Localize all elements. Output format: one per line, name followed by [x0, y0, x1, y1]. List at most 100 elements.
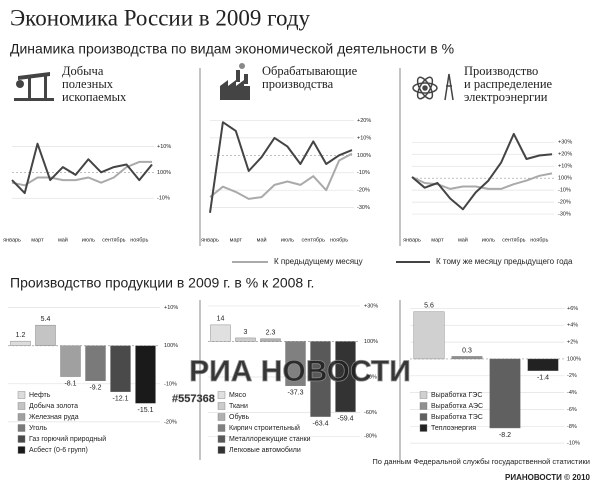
bar: [260, 338, 281, 342]
legend-label: Теплоэнергия: [431, 425, 476, 432]
legend-label: Нефть: [29, 392, 51, 399]
panel-title: ископаемых: [62, 90, 127, 104]
y-tick-label: +30%: [364, 303, 378, 309]
panel-title: электроэнергии: [464, 90, 548, 104]
icon-factory: [220, 63, 250, 100]
legend-label: К тому же месяцу предыдущего года: [436, 257, 573, 266]
legend-swatch: [419, 402, 428, 410]
legend-swatch: [419, 424, 428, 432]
bar: [413, 311, 445, 360]
watermark: РИА НОВОСТИ #557368: [172, 355, 411, 406]
panel-title: Обрабатывающие: [262, 64, 358, 78]
x-tick-label: сентябрь: [102, 237, 126, 243]
y-tick-label: -10%: [157, 196, 170, 202]
value-label: -1.4: [537, 375, 549, 382]
legend-label: Добыча золота: [29, 402, 78, 410]
bar: [527, 358, 559, 371]
value-label: 14: [217, 316, 225, 323]
bar: [60, 345, 81, 377]
panel-title: производства: [262, 77, 334, 91]
value-label: 3: [244, 329, 248, 336]
value-label: -15.1: [138, 407, 154, 414]
icon-atom: [412, 73, 454, 101]
legend-swatch: [17, 391, 26, 399]
value-label: -8.2: [499, 432, 511, 439]
legend-label: К предыдущему месяцу: [274, 257, 363, 266]
line-series: [209, 121, 353, 213]
legend-label: Мясо: [229, 392, 246, 399]
x-tick-label: май: [458, 236, 468, 243]
separators: [199, 68, 401, 460]
bar: [335, 341, 356, 413]
legend-swatch: [17, 424, 26, 432]
bar: [35, 324, 56, 346]
section-title: Динамика производства по видам экономиче…: [10, 41, 454, 57]
x-tick-label: ноябрь: [330, 237, 348, 243]
y-tick-label: -20%: [357, 188, 370, 194]
legend-swatch: [17, 413, 26, 421]
legend-label: Металлорежущие станки: [229, 436, 311, 443]
legend-swatch: [217, 391, 226, 399]
y-tick-label: -10%: [567, 441, 580, 447]
legend-swatch: [217, 424, 226, 432]
value-label: -63.4: [313, 420, 329, 427]
legend-label: Кирпич строительный: [229, 424, 300, 432]
bar: [451, 356, 483, 360]
y-tick-label: -8%: [567, 424, 577, 430]
legend-label: Уголь: [29, 425, 47, 432]
y-tick-label: -6%: [567, 407, 577, 413]
value-label: 5.4: [41, 316, 51, 323]
value-label: -9.2: [89, 385, 101, 392]
legend-label: Выработка ТЭС: [431, 413, 483, 421]
y-tick-label: -20%: [164, 419, 177, 425]
x-tick-label: сентябрь: [302, 237, 326, 243]
watermark-logo: РИА НОВОСТИ: [189, 355, 411, 388]
watermark-id: #557368: [172, 393, 215, 405]
bar: [10, 340, 31, 346]
y-tick-label: -30%: [364, 374, 377, 380]
value-label: -8.1: [64, 380, 76, 387]
value-label: -59.4: [338, 416, 354, 423]
y-tick-label: -30%: [558, 212, 571, 218]
x-tick-label: ноябрь: [130, 237, 148, 243]
value-label: -37.3: [288, 390, 304, 397]
y-tick-label: -20%: [558, 200, 571, 206]
y-tick-label: +4%: [567, 323, 578, 329]
legend-swatch: [217, 435, 226, 443]
legend-swatch: [419, 391, 428, 399]
y-tick-label: -2%: [567, 373, 577, 379]
value-label: 0.3: [462, 347, 472, 354]
y-tick-label: +10%: [357, 135, 371, 141]
x-tick-label: июль: [82, 237, 95, 243]
x-tick-label: январь: [3, 237, 21, 243]
y-tick-label: +10%: [558, 164, 572, 170]
y-tick-label: +30%: [558, 140, 572, 146]
legend-label: Железная руда: [29, 414, 79, 421]
value-label: 5.6: [424, 303, 434, 310]
bar: [210, 324, 231, 342]
copyright: РИАНОВОСТИ © 2010: [505, 473, 591, 482]
page-title: Экономика России в 2009 году: [10, 5, 311, 30]
y-tick-label: -60%: [364, 410, 377, 416]
panel-title: Производство: [464, 64, 538, 78]
x-tick-label: май: [58, 236, 68, 243]
y-tick-label: -80%: [364, 434, 377, 440]
panel-title: полезных: [62, 77, 114, 91]
y-tick-label: 100%: [567, 356, 581, 362]
legend-label: Ткани: [229, 403, 248, 410]
bar: [310, 341, 331, 417]
x-tick-label: май: [257, 236, 267, 243]
y-tick-label: -10%: [164, 381, 177, 387]
x-tick-label: январь: [201, 237, 219, 243]
y-tick-label: -30%: [357, 205, 370, 211]
y-tick-label: -10%: [558, 188, 571, 194]
source-note: По данным Федеральной службы государстве…: [372, 457, 590, 466]
y-tick-label: -10%: [357, 170, 370, 176]
value-label: -12.1: [113, 396, 129, 403]
icon-pumpjack: [14, 72, 54, 101]
y-tick-label: +2%: [567, 340, 578, 346]
legend-swatch: [217, 446, 226, 454]
y-tick-label: 100%: [558, 176, 572, 182]
